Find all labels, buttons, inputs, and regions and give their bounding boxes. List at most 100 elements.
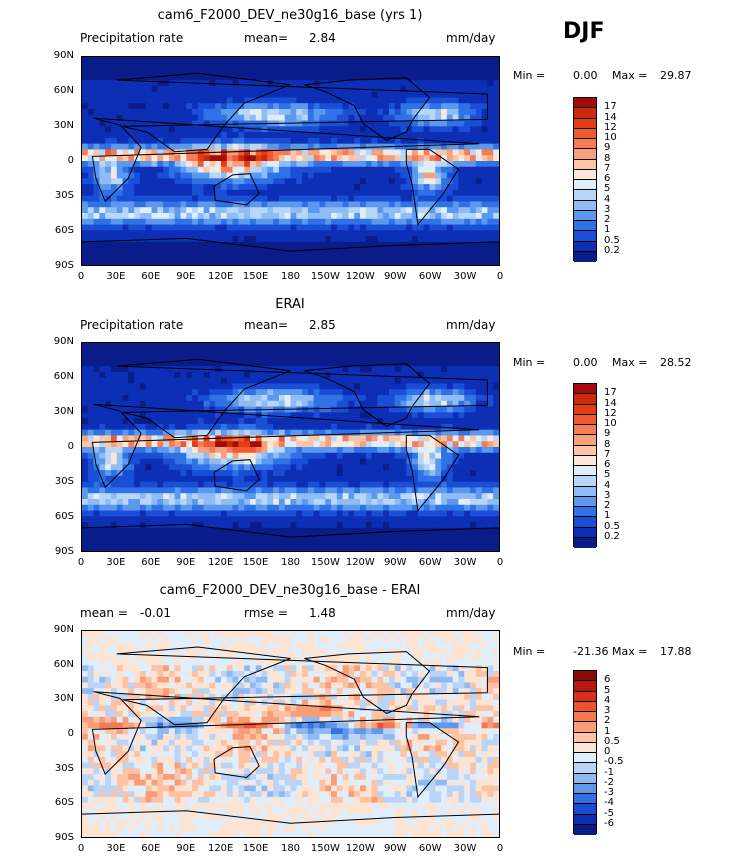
heatmap-cell xyxy=(475,91,483,99)
heatmap-cell xyxy=(464,224,471,231)
heatmap-cell xyxy=(221,377,228,385)
heatmap-cell xyxy=(441,371,448,379)
heatmap-cell xyxy=(313,114,321,122)
heatmap-cell xyxy=(394,114,402,122)
heatmap-cell xyxy=(197,207,205,214)
heatmap-cell xyxy=(458,189,465,197)
heatmap-cell xyxy=(255,166,263,174)
heatmap-cell xyxy=(192,493,199,500)
heatmap-cell xyxy=(238,452,245,460)
heatmap-cell xyxy=(122,236,129,243)
heatmap-cell xyxy=(325,516,332,523)
heatmap-cell xyxy=(400,499,407,506)
heatmap-cell xyxy=(110,522,118,529)
heatmap-cell xyxy=(325,230,332,237)
heatmap-cell xyxy=(388,493,396,500)
heatmap-cell xyxy=(441,441,448,448)
heatmap-cell xyxy=(487,230,494,237)
heatmap-cell xyxy=(336,120,344,127)
heatmap-cell xyxy=(284,189,292,197)
heatmap-cell xyxy=(192,218,199,226)
heatmap-cell xyxy=(394,470,402,477)
heatmap-cell xyxy=(244,241,251,249)
heatmap-cell xyxy=(163,68,170,75)
heatmap-cell xyxy=(365,452,373,460)
heatmap-cell xyxy=(197,389,205,396)
heatmap-cell xyxy=(313,412,321,419)
heatmap-cell xyxy=(302,516,309,523)
heatmap-cell xyxy=(186,57,193,64)
heatmap-cell xyxy=(302,195,309,203)
heatmap-cell xyxy=(307,441,315,448)
heatmap-cell xyxy=(417,360,425,367)
colorbar-label: 5 xyxy=(604,183,611,195)
heatmap-cell xyxy=(221,423,228,431)
heatmap-cell xyxy=(99,354,106,361)
heatmap-cell xyxy=(302,371,309,379)
heatmap-cell xyxy=(319,253,326,260)
heatmap-cell xyxy=(365,109,373,116)
heatmap-cell xyxy=(388,259,396,265)
heatmap-cell xyxy=(464,354,471,361)
heatmap-cell xyxy=(336,435,344,442)
heatmap-cell xyxy=(151,458,158,465)
heatmap-cell xyxy=(197,218,205,226)
heatmap-cell xyxy=(122,406,129,413)
heatmap-cell xyxy=(186,230,193,237)
heatmap-cell xyxy=(400,155,407,162)
heatmap-cell xyxy=(336,132,344,139)
heatmap-cell xyxy=(423,395,431,402)
heatmap-cell xyxy=(400,452,407,460)
heatmap-cell xyxy=(313,522,321,529)
heatmap-cell xyxy=(168,383,176,390)
heatmap-cell xyxy=(273,62,280,70)
heatmap-cell xyxy=(180,201,187,208)
heatmap-cell xyxy=(238,85,245,93)
heatmap-cell xyxy=(122,184,129,191)
heatmap-cell xyxy=(371,354,378,361)
heatmap-cell xyxy=(307,57,315,64)
heatmap-cell xyxy=(429,68,436,75)
heatmap-cell xyxy=(388,348,396,356)
heatmap-cell xyxy=(296,207,303,214)
heatmap-cell xyxy=(168,441,176,448)
heatmap-cell xyxy=(313,259,321,265)
heatmap-cell xyxy=(290,522,297,529)
heatmap-cell xyxy=(302,184,309,191)
heatmap-cell xyxy=(429,475,436,483)
heatmap-cell xyxy=(354,114,361,122)
heatmap-cell xyxy=(348,343,355,350)
heatmap-cell xyxy=(145,103,153,110)
heatmap-cell xyxy=(331,499,338,506)
heatmap-cell xyxy=(394,253,402,260)
y-tick-label: 90N xyxy=(53,50,74,61)
heatmap-cell xyxy=(122,259,129,265)
heatmap-cell xyxy=(221,201,228,208)
heatmap-cell xyxy=(215,377,222,385)
heatmap-cell xyxy=(163,418,170,425)
heatmap-cell xyxy=(394,184,402,191)
heatmap-cell xyxy=(383,224,390,231)
heatmap-cell xyxy=(192,418,199,425)
heatmap-cell xyxy=(441,80,448,87)
heatmap-cell xyxy=(336,57,344,64)
heatmap-cell xyxy=(388,114,396,122)
heatmap-cell xyxy=(388,132,396,139)
heatmap-cell xyxy=(226,487,234,494)
heatmap-cell xyxy=(307,195,315,203)
heatmap-cell xyxy=(180,149,187,156)
heatmap-cell xyxy=(267,253,274,260)
heatmap-cell xyxy=(475,161,483,168)
heatmap-cell xyxy=(481,184,489,191)
heatmap-cell xyxy=(446,406,454,413)
heatmap-cell xyxy=(371,137,378,145)
heatmap-cell xyxy=(371,371,378,379)
heatmap-cell xyxy=(348,377,355,385)
heatmap-cell xyxy=(412,155,419,162)
heatmap-cell xyxy=(122,149,129,156)
heatmap-cell xyxy=(423,189,431,197)
heatmap-cell xyxy=(400,132,407,139)
heatmap-cell xyxy=(406,91,413,99)
heatmap-cell xyxy=(186,85,193,93)
y-tick-label: 90S xyxy=(54,260,74,271)
